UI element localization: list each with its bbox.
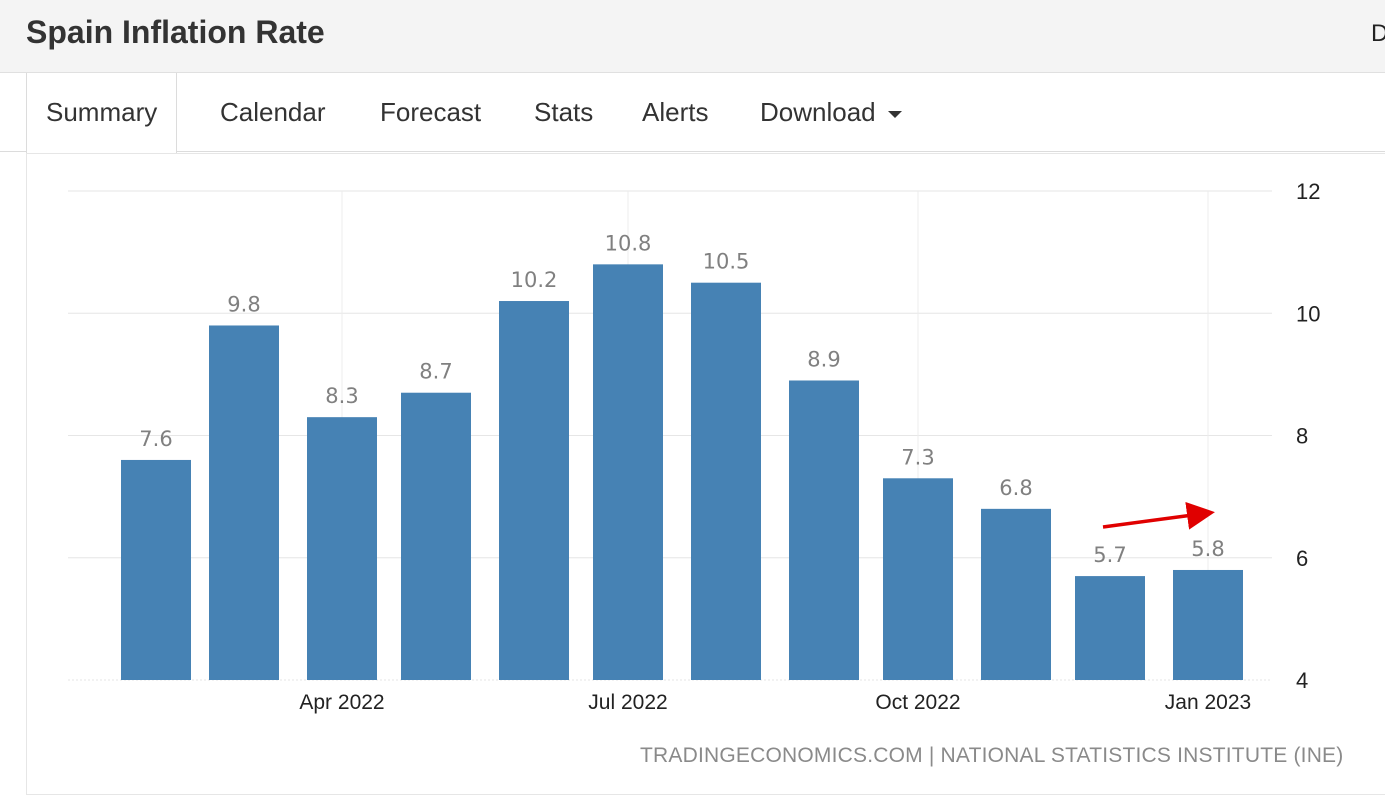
y-tick-label: 8: [1296, 424, 1308, 449]
bar: [691, 282, 761, 680]
tab-download-label: Download: [760, 97, 876, 127]
bar-value-label: 8.9: [807, 347, 840, 371]
bar-value-label: 10.8: [605, 231, 652, 255]
chart-source: TRADINGECONOMICS.COM | NATIONAL STATISTI…: [640, 744, 1344, 767]
bar-value-label: 10.2: [511, 268, 558, 292]
bar-value-label: 10.5: [703, 250, 750, 274]
y-tick-label: 4: [1296, 668, 1308, 693]
bar-value-label: 9.8: [227, 292, 260, 316]
bar: [121, 459, 191, 680]
bar: [981, 508, 1051, 680]
tab-calendar[interactable]: Calendar: [220, 97, 326, 127]
bar: [1173, 569, 1243, 680]
x-tick-label: Jul 2022: [588, 691, 667, 714]
x-tick-label: Apr 2022: [299, 691, 384, 714]
bar-value-label: 8.7: [419, 360, 452, 384]
bar-value-label: 7.3: [901, 445, 934, 469]
tab-summary[interactable]: Summary: [26, 73, 178, 153]
bar: [209, 325, 279, 680]
chart-panel: [26, 153, 1385, 795]
tab-bar: Summary Calendar Forecast Stats Alerts D…: [0, 73, 1385, 153]
tab-forecast[interactable]: Forecast: [380, 97, 482, 127]
page-title: Spain Inflation Rate: [26, 14, 325, 50]
x-tick-label: Oct 2022: [875, 691, 960, 714]
y-tick-label: 6: [1296, 546, 1308, 571]
bar-value-label: 8.3: [325, 384, 358, 408]
bar-value-label: 7.6: [139, 427, 172, 451]
page-header: Spain Inflation Rate D: [0, 0, 1385, 73]
red-arrow-annotation: [1102, 501, 1215, 530]
bar-value-label: 5.7: [1093, 543, 1126, 567]
tab-stats[interactable]: Stats: [534, 97, 594, 127]
bar: [307, 417, 377, 680]
bar: [883, 478, 953, 680]
bar-value-label: 5.8: [1191, 537, 1224, 561]
bar: [401, 392, 471, 680]
bar: [789, 380, 859, 680]
header-right-truncated-text[interactable]: D: [1371, 20, 1385, 47]
y-tick-label: 12: [1296, 179, 1320, 204]
caret-down-icon: [887, 110, 902, 118]
bar: [1075, 576, 1145, 680]
y-tick-label: 10: [1296, 301, 1320, 326]
bar: [593, 264, 663, 680]
tab-download[interactable]: Download: [760, 73, 902, 151]
x-tick-label: Jan 2023: [1165, 691, 1251, 714]
tab-alerts[interactable]: Alerts: [642, 97, 709, 127]
bar: [499, 301, 569, 680]
bar-value-label: 6.8: [999, 476, 1032, 500]
